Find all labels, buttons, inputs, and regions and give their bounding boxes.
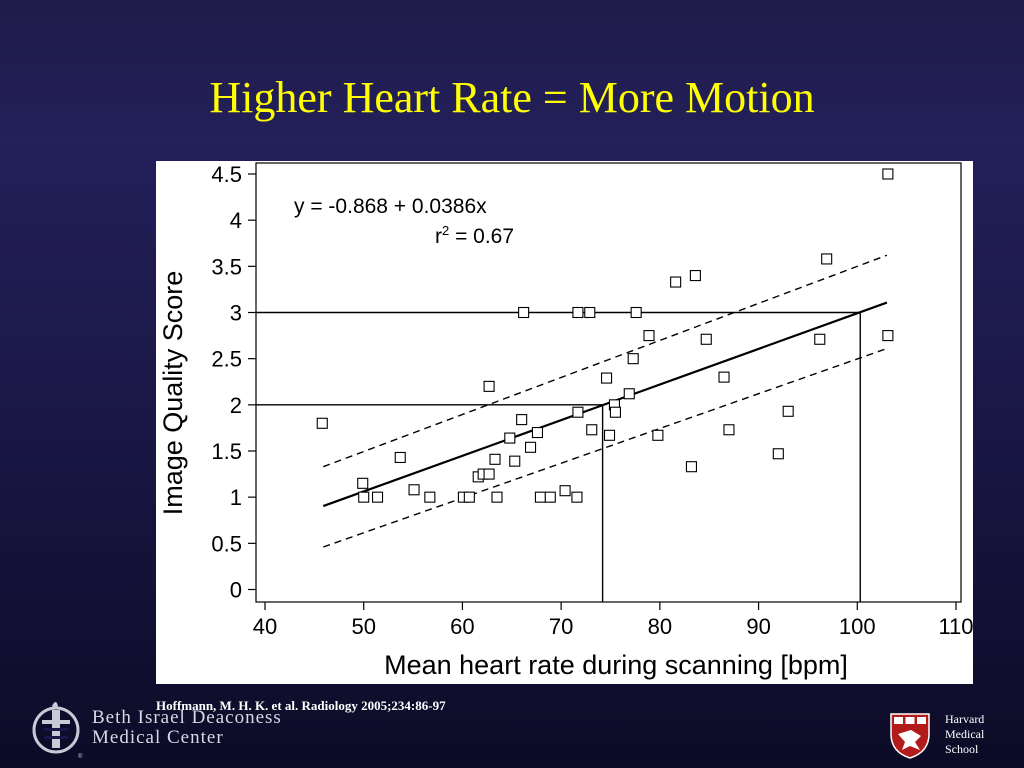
data-point xyxy=(408,484,420,496)
data-point xyxy=(772,448,784,460)
data-point xyxy=(534,491,546,503)
x-tick-label: 100 xyxy=(839,614,876,639)
data-point xyxy=(504,432,516,444)
harvard-shield-icon xyxy=(890,713,930,759)
data-point xyxy=(689,270,701,282)
harvard-name-line1: Harvard xyxy=(945,712,985,726)
x-tick-label: 60 xyxy=(450,614,474,639)
bidmc-seal-icon: ® xyxy=(32,702,83,760)
r2-suffix: = 0.67 xyxy=(449,225,514,248)
x-tick-label: 110 xyxy=(938,614,973,639)
citation: Hoffmann, M. H. K. et al. Radiology 2005… xyxy=(156,698,446,713)
data-point xyxy=(601,372,613,384)
data-point xyxy=(572,306,584,319)
x-tick-label: 40 xyxy=(253,614,277,639)
svg-text:®: ® xyxy=(78,753,83,760)
data-point xyxy=(509,455,521,467)
data-point xyxy=(571,491,583,503)
data-point xyxy=(603,429,616,441)
x-axis-label: Mean heart rate during scanning [bpm] xyxy=(384,650,848,680)
regression-line xyxy=(322,301,888,508)
harvard-name-line2: Medical xyxy=(945,727,985,741)
data-point xyxy=(723,424,735,436)
x-tick-label: 90 xyxy=(746,614,770,639)
y-tick-label: 0.5 xyxy=(211,531,242,556)
scatter-chart: 0 0.5 1 1.5 2 2.5 3 3.5 4 4.5 40 50 60 70 80 90 100 110 y… xyxy=(158,162,973,680)
data-point xyxy=(700,333,712,345)
y-tick-label: 3.5 xyxy=(211,254,242,279)
harvard-logo: Harvard Medical School xyxy=(889,712,1009,764)
data-point xyxy=(524,441,537,453)
data-point xyxy=(572,406,584,418)
data-point xyxy=(491,491,503,503)
data-point xyxy=(483,468,495,480)
y-tick-label: 0 xyxy=(230,578,242,603)
data-point xyxy=(394,451,406,464)
r2-superscript: 2 xyxy=(442,223,449,238)
y-axis-label: Image Quality Score xyxy=(158,271,188,516)
data-point xyxy=(584,306,596,319)
regression-equation: y = -0.868 + 0.0386x xyxy=(294,195,487,218)
bidmc-name-line1: Beth Israel Deaconess xyxy=(92,707,282,728)
data-point xyxy=(609,406,621,418)
x-tick-label: 70 xyxy=(549,614,573,639)
y-tick-label: 2.5 xyxy=(211,347,242,372)
data-point xyxy=(544,491,556,503)
y-tick-label: 4.5 xyxy=(211,162,242,187)
data-point xyxy=(358,491,370,503)
data-point xyxy=(531,426,544,439)
data-point xyxy=(718,371,730,383)
harvard-name-line3: School xyxy=(945,742,979,756)
harvard-name: Harvard Medical School xyxy=(945,712,984,757)
chart-axes: 0 0.5 1 1.5 2 2.5 3 3.5 4 4.5 40 50 60 70 80 90 100 110 xyxy=(211,162,973,639)
data-point xyxy=(685,461,697,473)
data-point xyxy=(518,306,530,319)
data-point xyxy=(463,491,475,503)
x-tick-label: 80 xyxy=(648,614,672,639)
data-point xyxy=(643,330,655,342)
slide-title: Higher Heart Rate = More Motion xyxy=(209,73,815,122)
data-point xyxy=(424,491,436,503)
y-tick-label: 2 xyxy=(230,393,242,418)
y-tick-label: 3 xyxy=(230,301,242,326)
y-tick-label: 1 xyxy=(230,485,242,510)
data-point xyxy=(516,414,528,426)
plot-frame xyxy=(255,162,962,603)
y-tick-label: 1.5 xyxy=(211,439,242,464)
data-point xyxy=(670,276,682,288)
r2-prefix: r xyxy=(435,225,442,248)
data-point xyxy=(882,330,894,342)
bidmc-logo: ® Beth Israel Deaconess Medical Center xyxy=(30,696,290,760)
data-points xyxy=(316,168,894,503)
y-tick-label: 4 xyxy=(230,208,242,233)
reference-lines xyxy=(256,311,861,602)
confidence-line-lower xyxy=(323,347,888,548)
data-point xyxy=(814,333,826,345)
data-point xyxy=(623,388,635,400)
data-point xyxy=(630,306,642,319)
confidence-line-upper xyxy=(322,254,888,468)
data-point xyxy=(586,424,598,436)
r-squared-label: r2 = 0.67 xyxy=(435,223,514,248)
data-point xyxy=(316,417,328,429)
data-point xyxy=(821,253,833,265)
data-point xyxy=(357,477,369,489)
bidmc-name: Beth Israel Deaconess Medical Center xyxy=(92,708,282,748)
data-point xyxy=(489,453,501,465)
data-point xyxy=(559,485,571,497)
scatter-chart-panel: 0 0.5 1 1.5 2 2.5 3 3.5 4 4.5 40 50 60 70 80 90 100 110 y… xyxy=(156,161,973,684)
bidmc-name-line2: Medical Center xyxy=(92,727,224,748)
x-tick-label: 50 xyxy=(351,614,375,639)
data-point xyxy=(483,380,495,392)
data-point xyxy=(627,353,639,365)
confidence-band xyxy=(322,254,888,548)
data-point xyxy=(782,405,794,417)
data-point xyxy=(652,429,664,441)
regression-line-group xyxy=(322,301,888,508)
data-point xyxy=(371,491,384,503)
data-point xyxy=(882,168,894,180)
